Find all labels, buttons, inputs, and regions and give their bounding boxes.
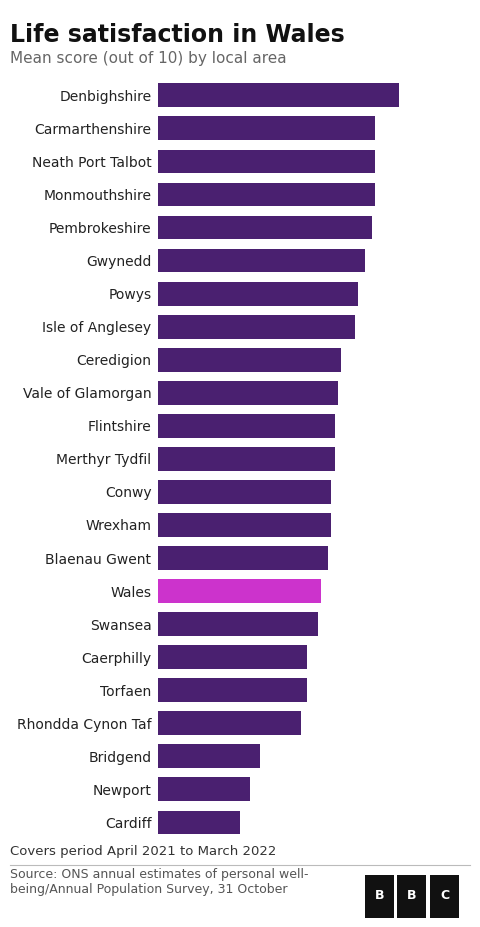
Bar [158,348,341,372]
Text: B: B [374,889,384,902]
Text: 7.47: 7.47 [414,617,444,631]
Text: 7.61: 7.61 [414,254,444,268]
FancyBboxPatch shape [430,875,459,919]
Bar [158,183,375,207]
Bar [158,381,338,405]
FancyBboxPatch shape [397,875,426,919]
Text: 7.30: 7.30 [414,749,444,763]
Bar [158,711,300,735]
Bar [158,216,372,239]
Bar [158,744,260,768]
Bar [158,447,335,471]
Text: 7.52: 7.52 [414,419,444,433]
Text: 7.64: 7.64 [414,155,444,169]
Bar [158,117,375,140]
Bar [158,645,308,669]
Text: 7.52: 7.52 [414,451,444,466]
Bar [158,579,321,603]
Text: 7.51: 7.51 [414,518,444,532]
Text: 7.63: 7.63 [414,221,444,235]
Bar [158,810,240,834]
Bar [158,248,365,273]
Text: Source: ONS annual estimates of personal well-
being/Annual Population Survey, 3: Source: ONS annual estimates of personal… [10,868,308,895]
Text: Mean score (out of 10) by local area: Mean score (out of 10) by local area [10,51,286,66]
Text: C: C [440,889,449,902]
Text: 7.59: 7.59 [414,286,444,300]
Bar [158,480,331,503]
Text: 7.64: 7.64 [414,121,444,135]
Bar [158,149,375,173]
Bar [158,83,399,108]
Text: 7.27: 7.27 [414,782,444,796]
Text: 7.24: 7.24 [414,816,444,830]
Text: 7.58: 7.58 [414,320,444,334]
Text: 7.44: 7.44 [414,683,444,697]
Bar [158,414,335,438]
Text: 7.51: 7.51 [414,485,444,499]
Text: 7.42: 7.42 [414,717,444,730]
Bar [158,282,358,306]
Bar [158,315,355,338]
Text: 7.50: 7.50 [414,551,444,565]
Text: Life satisfaction in Wales: Life satisfaction in Wales [10,23,344,47]
FancyBboxPatch shape [365,875,394,919]
Text: Covers period April 2021 to March 2022: Covers period April 2021 to March 2022 [10,845,276,858]
Text: 7.54: 7.54 [414,352,444,367]
Text: 7.71: 7.71 [414,88,444,102]
Bar [158,546,328,570]
Text: B: B [407,889,417,902]
Bar [158,513,331,537]
Bar [158,679,308,702]
Bar [158,778,250,801]
Text: 7.64: 7.64 [414,187,444,201]
Text: 7.44: 7.44 [414,650,444,664]
Bar [158,612,318,636]
Text: 7.48: 7.48 [414,584,444,598]
Text: 7.53: 7.53 [414,386,444,400]
